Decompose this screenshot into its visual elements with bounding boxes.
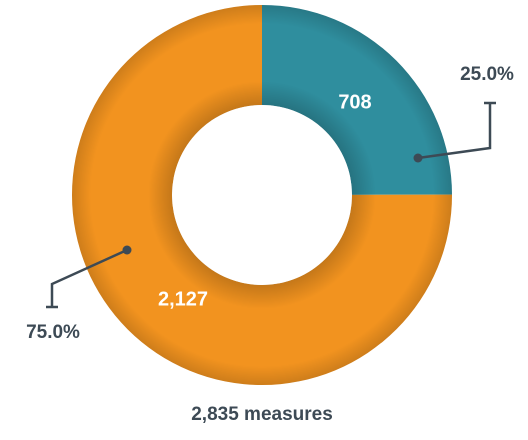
value-label: 2,127 <box>158 288 208 310</box>
leader-dot <box>122 245 132 255</box>
hole <box>172 105 352 285</box>
percent-label: 25.0% <box>460 64 514 85</box>
slices <box>72 5 452 385</box>
leader-dot <box>413 153 423 163</box>
value-label: 708 <box>338 91 371 113</box>
leader-line <box>417 103 492 160</box>
leader-line <box>50 248 128 307</box>
percent-label: 75.0% <box>26 322 80 343</box>
caption: 2,835 measures <box>191 404 333 425</box>
